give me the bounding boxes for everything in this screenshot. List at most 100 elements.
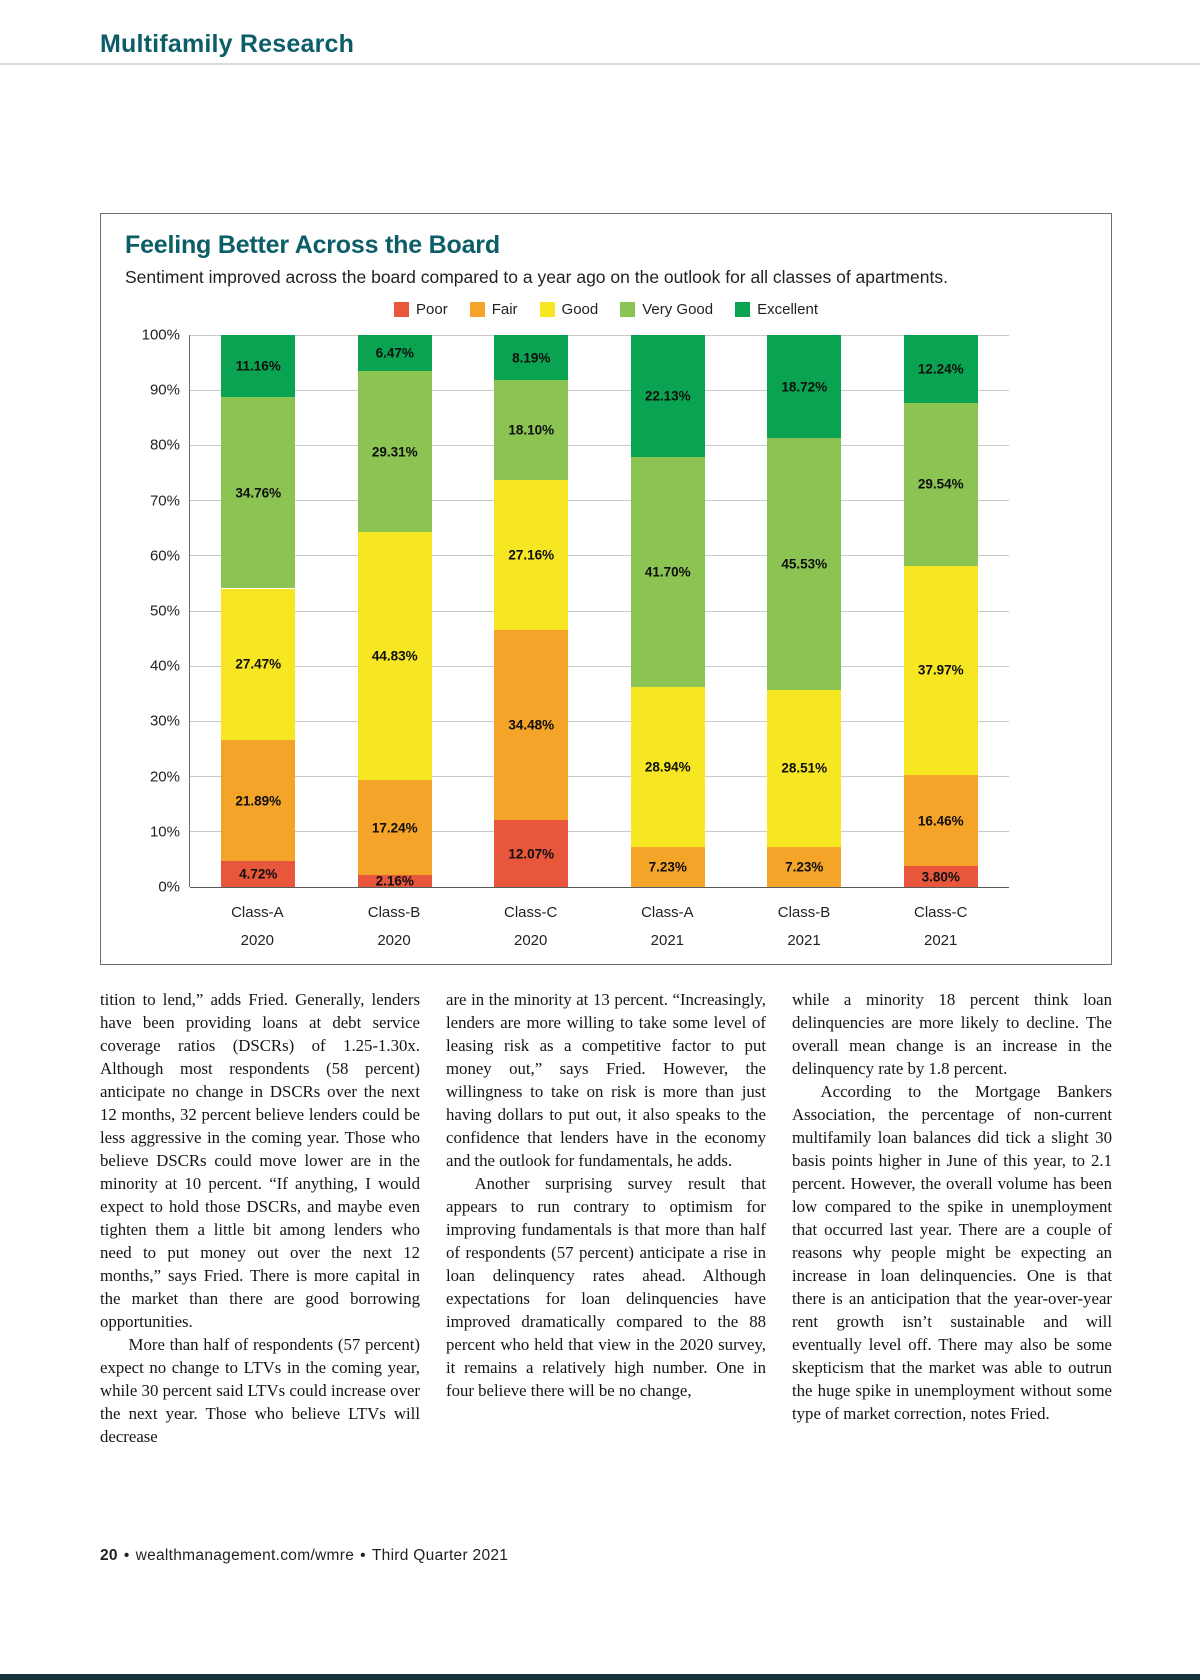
gridline-70% (190, 500, 1009, 502)
segment-value-label: 27.16% (508, 547, 555, 563)
segment-value-label: 16.46% (917, 813, 964, 829)
bar-slot-class-c-2020: 12.07% 34.48% 27.16% 18.10% 8.19% (463, 335, 600, 887)
x-tick-class-label: Class-A (231, 904, 284, 921)
article-column-2: are in the minority at 13 percent. “Incr… (446, 988, 766, 1448)
segment-good (630, 687, 705, 848)
segment-value-label: 12.07% (508, 846, 555, 862)
x-tick-class-b-2021: Class-B 2021 (736, 899, 873, 955)
chart-legend: Poor Fair Good Very Good Excellent (125, 301, 1087, 318)
y-tick-label: 100% (141, 326, 180, 344)
article-paragraph: while a minority 18 percent think loan d… (792, 990, 1112, 1078)
segment-good (494, 480, 569, 631)
gridline-90% (190, 389, 1009, 391)
segment-value-label: 4.72% (239, 866, 278, 882)
segment-fair (630, 847, 705, 887)
x-tick-year-label: 2020 (240, 931, 275, 949)
segment-value-label: 2.16% (375, 873, 414, 889)
x-tick-class-a-2020: Class-A 2020 (189, 899, 326, 955)
segment-very-good (357, 370, 432, 533)
segment-fair (221, 740, 296, 861)
bar-slot-class-a-2020: 4.72% 21.89% 27.47% 34.76% 11.16% (190, 335, 327, 887)
legend-label: Very Good (642, 301, 714, 318)
segment-excellent (630, 335, 705, 458)
stacked-bar-class-c-2020: 12.07% 34.48% 27.16% 18.10% 8.19% (494, 335, 569, 887)
gridline-10% (190, 831, 1009, 833)
segment-value-label: 21.89% (235, 793, 282, 809)
legend-label: Excellent (757, 301, 818, 318)
x-tick-class-c-2021: Class-C 2021 (872, 899, 1009, 955)
x-tick-class-label: Class-C (914, 904, 968, 921)
legend-item-poor: Poor (394, 301, 448, 318)
segment-excellent (357, 334, 432, 371)
stacked-bar-class-b-2020: 2.16% 17.24% 44.83% 29.31% 6.47% (357, 334, 432, 889)
segment-value-label: 7.23% (648, 859, 687, 875)
segment-excellent (221, 335, 296, 397)
stacked-bar-class-b-2021: 7.23% 28.51% 45.53% 18.72% (767, 335, 842, 887)
segment-poor (903, 866, 978, 887)
x-axis-labels: Class-A 2020 Class-B 2020 Class-C 2020 Class-A… (189, 899, 1009, 955)
segment-value-label: 44.83% (371, 648, 418, 664)
bar-slot-class-a-2021: 7.23% 28.94% 41.70% 22.13% (600, 335, 737, 887)
y-tick-label: 90% (149, 381, 180, 399)
chart-plot: 100% 90% 80% 70% 60% 50% 40% 30% 20% 10% 0% 4.72% 21… (142, 327, 1010, 896)
y-tick-label: 40% (149, 657, 180, 675)
segment-poor (357, 875, 432, 887)
y-tick-label: 50% (149, 602, 180, 620)
legend-item-very-good: Very Good (620, 301, 713, 318)
page-footer: 20 • wealthmanagement.com/wmre • Third Quart… (100, 1547, 508, 1565)
x-tick-class-a-2021: Class-A 2021 (599, 899, 736, 955)
segment-fair (767, 847, 842, 887)
segment-very-good (903, 402, 978, 566)
x-tick-class-label: Class-B (777, 904, 831, 921)
footer-separator: • (123, 1547, 130, 1564)
article-paragraph: tition to lend,” adds Fried. Generally, … (100, 990, 420, 1331)
y-tick-label: 80% (149, 436, 180, 454)
legend-item-fair: Fair (469, 301, 518, 318)
article-column-3: while a minority 18 percent think loan d… (792, 988, 1112, 1448)
segment-value-label: 22.13% (644, 388, 691, 404)
section-title: Multifamily Research (100, 30, 355, 58)
segment-value-label: 37.97% (917, 662, 964, 678)
segment-value-label: 12.24% (917, 361, 964, 377)
header-rule (0, 63, 1200, 65)
segment-value-label: 11.16% (235, 358, 281, 374)
gridline-60% (190, 555, 1009, 557)
bars-container: 4.72% 21.89% 27.47% 34.76% 11.16% 2.16% 17.24%… (190, 334, 1010, 889)
segment-value-label: 28.94% (644, 759, 691, 775)
legend-label: Poor (416, 301, 448, 318)
segment-very-good (630, 457, 705, 688)
segment-value-label: 29.54% (917, 476, 964, 492)
segment-fair (903, 775, 978, 867)
page-edge (0, 1674, 1200, 1680)
x-tick-class-label: Class-B (367, 904, 421, 921)
legend-item-good: Good (539, 301, 598, 318)
article-body: tition to lend,” adds Fried. Generally, … (100, 988, 1112, 1448)
gridline-40% (190, 665, 1009, 667)
y-tick-label: 30% (149, 712, 180, 730)
legend-item-excellent: Excellent (735, 301, 818, 318)
segment-value-label: 6.47% (375, 345, 414, 361)
segment-value-label: 34.48% (508, 717, 555, 733)
legend-swatch-icon (620, 302, 636, 317)
gridline-0% (190, 886, 1009, 888)
segment-excellent (767, 335, 842, 439)
segment-very-good (221, 396, 296, 589)
chart-area: 100% 90% 80% 70% 60% 50% 40% 30% 20% 10% 0% 4.72% 21… (125, 327, 1010, 955)
legend-swatch-icon (469, 302, 485, 317)
gridline-80% (190, 444, 1009, 446)
bar-slot-class-c-2021: 3.80% 16.46% 37.97% 29.54% 12.24% (873, 334, 1010, 887)
gridline-30% (190, 720, 1009, 722)
gridline-20% (190, 776, 1009, 778)
segment-value-label: 29.31% (371, 444, 418, 460)
segment-fair (357, 779, 432, 876)
segment-value-label: 28.51% (781, 760, 828, 776)
stacked-bar-class-a-2020: 4.72% 21.89% 27.47% 34.76% 11.16% (221, 335, 296, 887)
footer-site: wealthmanagement.com/wmre (135, 1547, 355, 1564)
bar-slot-class-b-2020: 2.16% 17.24% 44.83% 29.31% 6.47% (327, 334, 464, 889)
segment-good (221, 588, 296, 741)
stacked-bar-class-a-2021: 7.23% 28.94% 41.70% 22.13% (630, 335, 705, 887)
article-paragraph: According to the Mortgage Bankers Associ… (792, 1082, 1112, 1423)
segment-fair (494, 630, 569, 821)
segment-excellent (494, 335, 569, 381)
